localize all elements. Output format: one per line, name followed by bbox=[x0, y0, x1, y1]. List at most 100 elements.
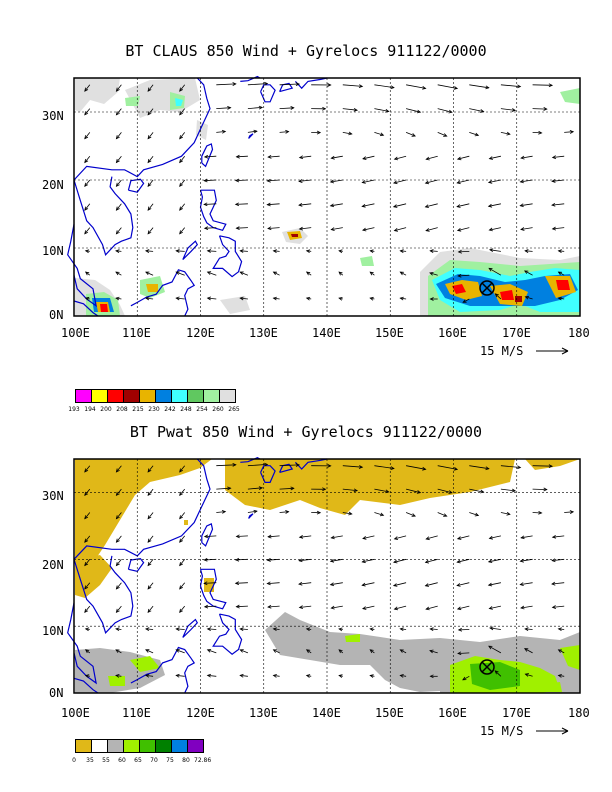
wind-vector-head bbox=[115, 206, 120, 211]
coastline bbox=[279, 463, 294, 473]
wind-vector-head bbox=[519, 203, 524, 208]
wind-vector bbox=[393, 558, 407, 563]
panel2-lat-label: 10N bbox=[42, 624, 64, 638]
panel1-coastlines bbox=[67, 75, 328, 317]
wind-vector-head bbox=[519, 179, 524, 184]
wind-vector bbox=[247, 510, 257, 513]
wind-vector-head bbox=[179, 230, 183, 235]
wind-vector-head bbox=[329, 558, 335, 563]
wind-vector-head bbox=[393, 559, 398, 564]
wind-vector bbox=[247, 107, 263, 109]
panel2-colorbar-labels: 0 35 55 60 65 70 75 80 72.86 bbox=[66, 757, 212, 764]
wind-vector-head bbox=[235, 604, 240, 609]
wind-vector bbox=[147, 559, 154, 566]
coastline bbox=[182, 618, 199, 638]
wind-vector-head bbox=[485, 466, 490, 471]
wind-vector bbox=[179, 559, 186, 566]
wind-vector bbox=[204, 582, 217, 584]
wind-vector-head bbox=[232, 463, 237, 467]
colorbar-label: 80 bbox=[182, 757, 190, 764]
wind-vector-head bbox=[425, 228, 430, 232]
wind-vector-head bbox=[390, 466, 395, 470]
wind-vector bbox=[488, 179, 501, 183]
wind-vector-head bbox=[298, 535, 304, 539]
wind-vector-head bbox=[234, 178, 240, 183]
wind-vector-head bbox=[548, 464, 554, 468]
wind-vector-head bbox=[524, 627, 529, 631]
wind-vector-head bbox=[520, 535, 525, 540]
coastline bbox=[130, 269, 196, 317]
wind-vector bbox=[552, 179, 565, 182]
panel2-lon-label: 130E bbox=[249, 706, 278, 720]
panel2-lat-label: 20N bbox=[42, 558, 64, 572]
wind-vector-head bbox=[399, 249, 404, 253]
wind-vector bbox=[342, 488, 358, 491]
wind-vector bbox=[299, 558, 312, 562]
wind-vector bbox=[425, 203, 438, 208]
wind-vector-head bbox=[234, 202, 240, 207]
wind-vector bbox=[330, 582, 343, 586]
wind-vector bbox=[299, 605, 312, 608]
wind-vector bbox=[400, 250, 407, 252]
wind-vector bbox=[532, 465, 553, 467]
wind-vector-head bbox=[338, 674, 343, 678]
wind-vector-head bbox=[520, 155, 525, 160]
wind-vector bbox=[331, 227, 343, 230]
wind-vector-head bbox=[488, 267, 493, 272]
panel1-gyreloc-marker bbox=[479, 280, 495, 296]
wind-vector-head bbox=[264, 81, 269, 86]
wind-vector-head bbox=[369, 649, 374, 654]
wind-vector-head bbox=[203, 557, 208, 562]
wind-vector bbox=[500, 465, 521, 468]
wind-vector-head bbox=[206, 271, 212, 275]
wind-vector bbox=[489, 249, 501, 252]
panel1-lon-label: 180 bbox=[568, 326, 590, 340]
coastline bbox=[127, 178, 145, 193]
wind-vector-head bbox=[488, 227, 493, 232]
wind-vector-head bbox=[551, 179, 556, 183]
wind-vector bbox=[458, 274, 470, 277]
wind-vector bbox=[145, 271, 154, 276]
colorbar-label: 208 bbox=[116, 406, 128, 413]
colorbar-label: 72.86 bbox=[194, 757, 212, 764]
wind-vector-head bbox=[145, 649, 150, 653]
wind-vector-head bbox=[338, 649, 343, 654]
wind-vector bbox=[216, 131, 226, 133]
wind-vector-head bbox=[369, 271, 374, 276]
wind-vector bbox=[489, 605, 501, 609]
wind-vector-head bbox=[329, 582, 335, 587]
colorbar-label: 193 bbox=[68, 406, 80, 413]
wind-vector bbox=[204, 535, 217, 537]
wind-vector bbox=[500, 488, 516, 492]
colorbar-label: 60 bbox=[118, 757, 126, 764]
wind-vector-head bbox=[175, 249, 180, 253]
wind-vector bbox=[207, 271, 217, 276]
colorbar-label: 35 bbox=[86, 757, 94, 764]
colorbar-label: 65 bbox=[134, 757, 142, 764]
wind-vector bbox=[525, 250, 533, 252]
wind-vector bbox=[116, 465, 122, 473]
wind-vector bbox=[273, 675, 280, 677]
wind-vector-head bbox=[322, 487, 327, 492]
wind-vector-head bbox=[329, 179, 335, 184]
wind-vector-head bbox=[84, 111, 89, 116]
colorbar-swatch bbox=[91, 739, 108, 753]
wind-vector-head bbox=[456, 559, 461, 564]
wind-vector bbox=[84, 179, 91, 187]
wind-vector-head bbox=[429, 627, 434, 631]
wind-vector-head bbox=[327, 463, 332, 468]
wind-vector bbox=[330, 179, 343, 183]
wind-vector-head bbox=[115, 249, 120, 253]
colorbar-label: 70 bbox=[150, 757, 158, 764]
wind-vector bbox=[84, 582, 91, 590]
wind-vector bbox=[145, 297, 154, 300]
wind-vector bbox=[520, 558, 533, 562]
wind-vector bbox=[179, 465, 186, 473]
wind-vector bbox=[374, 512, 384, 516]
wind-vector bbox=[84, 559, 91, 566]
wind-vector-head bbox=[551, 155, 557, 160]
wind-vector bbox=[520, 179, 533, 183]
wind-vector-head bbox=[329, 203, 335, 208]
wind-vector bbox=[268, 155, 280, 158]
wind-vector bbox=[437, 108, 453, 113]
